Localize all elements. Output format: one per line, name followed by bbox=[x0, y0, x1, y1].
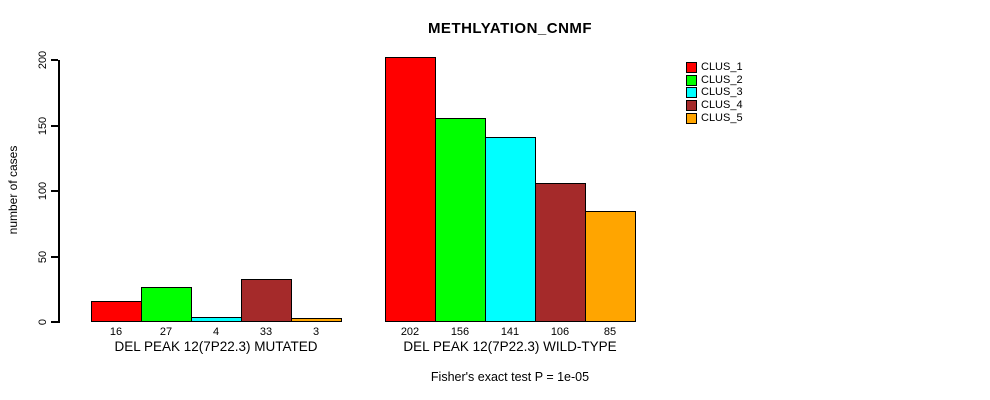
group-label: DEL PEAK 12(7P22.3) MUTATED bbox=[114, 339, 318, 354]
legend-swatch-clus_3 bbox=[686, 87, 697, 99]
footnote: Fisher's exact test P = 1e-05 bbox=[430, 370, 590, 384]
bar-clus_4 bbox=[535, 183, 586, 322]
bar-clus_1 bbox=[385, 57, 436, 322]
bar-value-label: 3 bbox=[312, 326, 320, 338]
y-tick-label: 0 bbox=[37, 318, 49, 326]
legend-label: CLUS_3 bbox=[701, 86, 743, 99]
bar-value-label: 4 bbox=[212, 326, 220, 338]
y-tick-mark bbox=[51, 255, 58, 258]
bar-value-label: 106 bbox=[550, 326, 570, 338]
bar-clus_3 bbox=[191, 317, 242, 322]
legend-label: CLUS_4 bbox=[701, 99, 743, 112]
legend-label: CLUS_5 bbox=[701, 111, 743, 124]
y-tick-label: 50 bbox=[37, 250, 49, 263]
y-tick-mark bbox=[51, 59, 58, 61]
chart-title: METHLYATION_CNMF bbox=[427, 20, 593, 37]
group-label: DEL PEAK 12(7P22.3) WILD-TYPE bbox=[403, 339, 617, 354]
y-tick-mark bbox=[51, 321, 58, 323]
legend-label: CLUS_1 bbox=[701, 61, 743, 73]
bar-clus_5 bbox=[291, 318, 342, 322]
y-tick-mark bbox=[51, 190, 58, 192]
bar-value-label: 202 bbox=[400, 326, 420, 338]
bar-clus_3 bbox=[485, 137, 536, 322]
legend-swatch-clus_1 bbox=[686, 62, 697, 73]
bar-value-label: 141 bbox=[500, 326, 520, 338]
y-tick-label: 100 bbox=[37, 181, 49, 201]
legend-swatch-clus_4 bbox=[686, 100, 697, 112]
y-tick-mark bbox=[51, 124, 58, 127]
bar-clus_2 bbox=[435, 118, 486, 322]
bar-value-label: 27 bbox=[159, 326, 173, 338]
bar-clus_5 bbox=[585, 211, 636, 322]
y-axis-label: number of cases bbox=[6, 145, 20, 235]
bar-clus_2 bbox=[141, 287, 192, 322]
legend-label: CLUS_2 bbox=[701, 73, 743, 86]
legend-swatch-clus_5 bbox=[686, 112, 697, 124]
bar-value-label: 33 bbox=[259, 326, 273, 338]
y-tick-label: 200 bbox=[37, 50, 49, 70]
legend-swatch-clus_2 bbox=[686, 74, 697, 86]
bar-clus_4 bbox=[241, 279, 292, 322]
bar-value-label: 16 bbox=[109, 326, 123, 338]
y-tick-label: 150 bbox=[37, 116, 49, 135]
bar-clus_1 bbox=[91, 301, 142, 322]
bar-value-label: 85 bbox=[603, 326, 617, 338]
bar-value-label: 156 bbox=[450, 326, 470, 338]
y-axis-line bbox=[58, 60, 60, 323]
